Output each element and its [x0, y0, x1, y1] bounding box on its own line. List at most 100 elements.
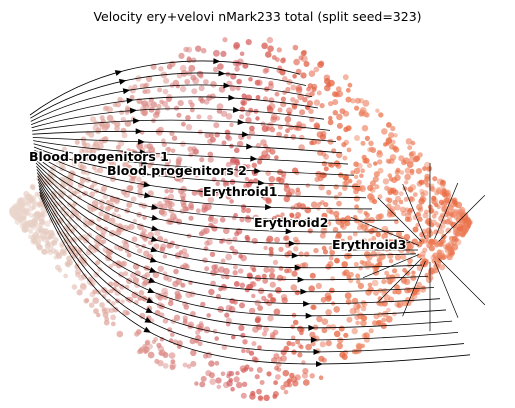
- cell-point: [265, 197, 272, 204]
- cell-point: [171, 135, 178, 141]
- cell-point: [291, 349, 297, 355]
- cell-point: [436, 204, 441, 210]
- cell-point: [157, 265, 164, 272]
- cell-point: [333, 210, 340, 217]
- cell-point: [257, 395, 263, 401]
- cell-point: [365, 260, 372, 267]
- cell-point: [336, 122, 343, 129]
- cell-point: [44, 220, 51, 227]
- cell-point: [71, 284, 78, 290]
- cell-point: [344, 215, 352, 222]
- cell-point: [347, 82, 353, 88]
- cell-point: [347, 178, 353, 184]
- cell-point: [403, 196, 409, 202]
- cell-point: [401, 210, 407, 217]
- cell-point: [215, 377, 222, 384]
- stream-arrow: [150, 236, 159, 242]
- cell-point: [381, 317, 387, 323]
- cell-point: [239, 302, 245, 309]
- cell-point: [59, 248, 66, 255]
- stream-arrow: [250, 155, 258, 162]
- cell-point: [328, 287, 335, 294]
- cell-point: [403, 278, 411, 286]
- cell-point: [368, 228, 375, 235]
- cell-point: [159, 209, 166, 216]
- cell-point: [334, 257, 340, 264]
- cell-point: [394, 204, 401, 211]
- cell-point: [343, 269, 350, 277]
- cell-point: [342, 155, 348, 161]
- streamline: [402, 183, 426, 240]
- cell-point: [203, 326, 211, 334]
- cell-point: [19, 199, 24, 205]
- cell-point: [225, 238, 233, 245]
- cell-point: [328, 255, 334, 261]
- cell-point: [230, 73, 237, 80]
- cell-point: [76, 289, 83, 296]
- streamline: [30, 84, 313, 122]
- cell-point: [204, 132, 211, 139]
- cell-point: [57, 189, 64, 195]
- cell-point: [34, 191, 40, 197]
- streamline: [362, 254, 420, 279]
- cell-point: [71, 237, 76, 242]
- cell-point: [287, 268, 292, 274]
- cell-point: [293, 58, 300, 66]
- cell-point: [367, 282, 373, 288]
- cell-point: [431, 200, 437, 205]
- cell-point: [126, 201, 133, 208]
- cell-point: [386, 122, 392, 128]
- cell-point: [283, 133, 289, 139]
- cluster-label: Erythroid2: [254, 215, 328, 230]
- stream-arrow: [139, 149, 147, 156]
- cell-point: [446, 218, 453, 224]
- cell-point: [327, 261, 334, 268]
- cell-point: [219, 217, 226, 223]
- cell-point: [224, 312, 230, 318]
- cell-point: [443, 212, 449, 218]
- cell-point: [290, 341, 296, 347]
- cell-point: [131, 236, 138, 243]
- cell-point: [220, 258, 226, 264]
- cell-point: [233, 42, 241, 49]
- cell-point: [388, 258, 394, 264]
- cell-point: [240, 99, 248, 106]
- cell-point: [422, 190, 429, 197]
- cell-point: [357, 312, 364, 320]
- cell-point: [381, 278, 387, 285]
- cell-point: [78, 274, 85, 281]
- cell-point: [372, 176, 379, 183]
- cell-point: [377, 312, 383, 318]
- cell-point: [67, 194, 73, 200]
- cell-point: [373, 171, 380, 178]
- cell-point: [99, 302, 105, 308]
- stream-arrow: [151, 203, 159, 210]
- cell-point: [335, 234, 342, 241]
- cell-point: [181, 202, 187, 208]
- cell-point: [93, 140, 100, 147]
- cell-point: [368, 328, 374, 334]
- stream-arrow: [315, 361, 323, 368]
- cell-point: [313, 66, 320, 73]
- cell-point: [207, 114, 213, 121]
- cell-point: [359, 107, 367, 114]
- cell-point: [280, 70, 286, 76]
- cell-point: [126, 185, 133, 192]
- cell-point: [55, 251, 61, 257]
- cell-point: [92, 297, 99, 304]
- cell-point: [206, 313, 211, 318]
- streamline: [39, 194, 471, 365]
- cell-point: [246, 134, 252, 140]
- cell-point: [242, 170, 248, 176]
- cell-point: [83, 190, 89, 196]
- cell-point: [360, 168, 366, 173]
- cell-point: [303, 379, 310, 386]
- stream-arrow: [144, 192, 152, 199]
- cell-point: [454, 238, 462, 246]
- cell-point: [289, 372, 295, 379]
- cell-point: [184, 264, 190, 270]
- cell-point: [131, 291, 139, 299]
- cell-point: [145, 75, 153, 83]
- cell-point: [254, 317, 261, 324]
- cell-point: [245, 117, 252, 124]
